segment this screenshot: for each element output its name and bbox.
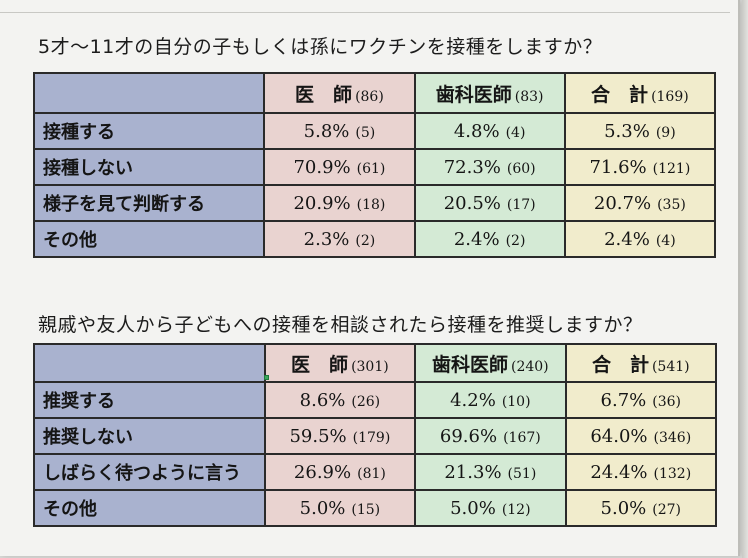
cell-total[interactable]: 64.0% (346)	[564, 417, 718, 455]
page-edge	[742, 0, 748, 558]
row-label[interactable]: 推奨しない	[33, 417, 266, 455]
cell-doctor[interactable]: 8.6% (26)	[263, 381, 417, 419]
cell-dentist[interactable]: 5.0% (12)	[414, 489, 567, 527]
cell-doctor[interactable]: 2.3% (2)	[263, 220, 416, 258]
cell-total[interactable]: 20.7% (35)	[563, 184, 717, 222]
cell-total[interactable]: 5.3% (9)	[563, 112, 717, 150]
table-header-row: 医 師 (301) 歯科医師 (240) 合 計 (541)	[33, 343, 718, 383]
header-doctor[interactable]: 医 師 (301)	[263, 343, 417, 383]
table-row: しばらく待つように言う 26.9% (81) 21.3% (51) 24.4% (13…	[33, 453, 718, 491]
header-dentist[interactable]: 歯科医師 (83)	[413, 72, 566, 114]
row-label[interactable]: 推奨する	[33, 381, 266, 419]
row-label[interactable]: 様子を見て判断する	[32, 184, 266, 222]
cell-dentist[interactable]: 4.8% (4)	[413, 112, 566, 150]
cell-doctor[interactable]: 5.0% (15)	[263, 489, 417, 527]
table-row: 接種する 5.8% (5) 4.8% (4) 5.3% (9)	[32, 112, 717, 150]
survey1-table: 医 師 (86) 歯科医師 (83) 合 計 (169) 接種する 5.8% (5) 4…	[32, 72, 717, 258]
cell-doctor[interactable]: 26.9% (81)	[263, 453, 417, 491]
cell-dentist[interactable]: 21.3% (51)	[414, 453, 567, 491]
table-header-row: 医 師 (86) 歯科医師 (83) 合 計 (169)	[32, 72, 717, 114]
table-row: 様子を見て判断する 20.9% (18) 20.5% (17) 20.7% (35)	[32, 184, 717, 222]
cell-doctor[interactable]: 59.5% (179)	[263, 417, 417, 455]
header-dentist[interactable]: 歯科医師 (240)	[414, 343, 567, 383]
table-row: 接種しない 70.9% (61) 72.3% (60) 71.6% (121)	[32, 148, 717, 186]
cell-total[interactable]: 2.4% (4)	[563, 220, 717, 258]
survey1-question: 5才～11才の自分の子もしくは孫にワクチンを接種をしますか？	[38, 36, 603, 58]
cell-selection-handle[interactable]	[264, 375, 269, 380]
table-row: 推奨しない 59.5% (179) 69.6% (167) 64.0% (346)	[33, 417, 718, 455]
table-row: その他 2.3% (2) 2.4% (2) 2.4% (4)	[32, 220, 717, 258]
cell-dentist[interactable]: 72.3% (60)	[413, 148, 566, 186]
row-label[interactable]: その他	[32, 220, 266, 258]
header-corner-cell[interactable]	[32, 72, 266, 114]
table-row: その他 5.0% (15) 5.0% (12) 5.0% (27)	[33, 489, 718, 527]
cell-dentist[interactable]: 2.4% (2)	[413, 220, 566, 258]
page-divider	[0, 12, 730, 13]
table-row: 推奨する 8.6% (26) 4.2% (10) 6.7% (36)	[33, 381, 718, 419]
cell-total[interactable]: 6.7% (36)	[564, 381, 718, 419]
row-label[interactable]: 接種しない	[32, 148, 266, 186]
row-label[interactable]: 接種する	[32, 112, 266, 150]
header-total[interactable]: 合 計 (541)	[564, 343, 718, 383]
cell-doctor[interactable]: 70.9% (61)	[263, 148, 416, 186]
row-label[interactable]: その他	[33, 489, 266, 527]
cell-dentist[interactable]: 4.2% (10)	[414, 381, 567, 419]
survey2-question: 親戚や友人から子どもへの接種を相談されたら接種を推奨しますか？	[38, 314, 643, 336]
cell-doctor[interactable]: 5.8% (5)	[263, 112, 416, 150]
cell-total[interactable]: 24.4% (132)	[564, 453, 718, 491]
cell-dentist[interactable]: 20.5% (17)	[413, 184, 566, 222]
header-corner-cell[interactable]	[33, 343, 266, 383]
cell-total[interactable]: 71.6% (121)	[563, 148, 717, 186]
row-label[interactable]: しばらく待つように言う	[33, 453, 266, 491]
header-doctor[interactable]: 医 師 (86)	[263, 72, 416, 114]
survey2-table: 医 師 (301) 歯科医師 (240) 合 計 (541) 推奨する 8.6% (26…	[33, 343, 718, 527]
header-total[interactable]: 合 計 (169)	[563, 72, 717, 114]
cell-doctor[interactable]: 20.9% (18)	[263, 184, 416, 222]
cell-dentist[interactable]: 69.6% (167)	[414, 417, 567, 455]
cell-total[interactable]: 5.0% (27)	[564, 489, 718, 527]
